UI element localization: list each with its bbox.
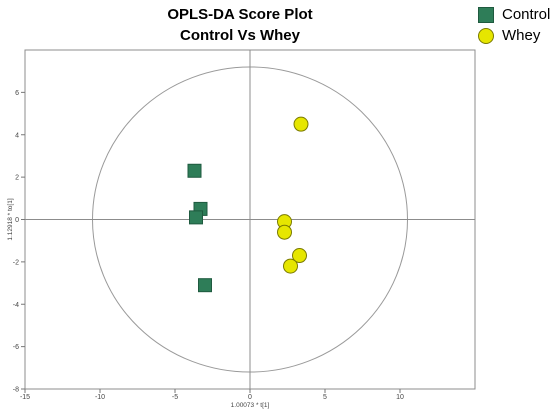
data-point-whey	[293, 116, 309, 132]
y-tick-label: -4	[13, 302, 19, 309]
legend-circle-marker-icon	[478, 27, 494, 44]
y-axis-label: 1.12918 * to[1]	[7, 198, 14, 240]
data-point-control	[198, 278, 212, 293]
x-tick-label: 5	[323, 394, 327, 401]
chart-title: OPLS-DA Score Plot	[167, 6, 313, 23]
data-point-control	[187, 163, 202, 178]
x-tick-label: 10	[396, 394, 404, 401]
data-point-whey	[283, 258, 298, 274]
x-axis-label: 1.00073 * t[1]	[231, 402, 270, 409]
x-tick-label: -15	[20, 394, 30, 401]
x-tick-label: -10	[95, 394, 105, 401]
y-tick-label: -2	[13, 259, 19, 266]
y-tick-label: -6	[13, 344, 19, 351]
legend-item-control: Control	[478, 6, 550, 23]
data-point-control	[189, 210, 203, 225]
y-tick-label: 6	[15, 90, 19, 97]
y-tick-label: 0	[15, 217, 19, 224]
x-tick-label: 0	[248, 394, 252, 401]
y-tick-label: -8	[13, 387, 19, 394]
y-tick-label: 4	[15, 132, 19, 139]
x-tick-label: -5	[172, 394, 178, 401]
legend-label-control: Control	[502, 6, 550, 23]
data-point-whey	[292, 248, 307, 264]
data-point-whey	[277, 224, 292, 240]
y-tick-label: 2	[15, 175, 19, 182]
legend-item-whey: Whey	[478, 27, 540, 44]
chart-subtitle: Control Vs Whey	[179, 27, 300, 44]
legend-square-marker-icon	[478, 6, 494, 23]
legend-label-whey: Whey	[502, 27, 541, 44]
